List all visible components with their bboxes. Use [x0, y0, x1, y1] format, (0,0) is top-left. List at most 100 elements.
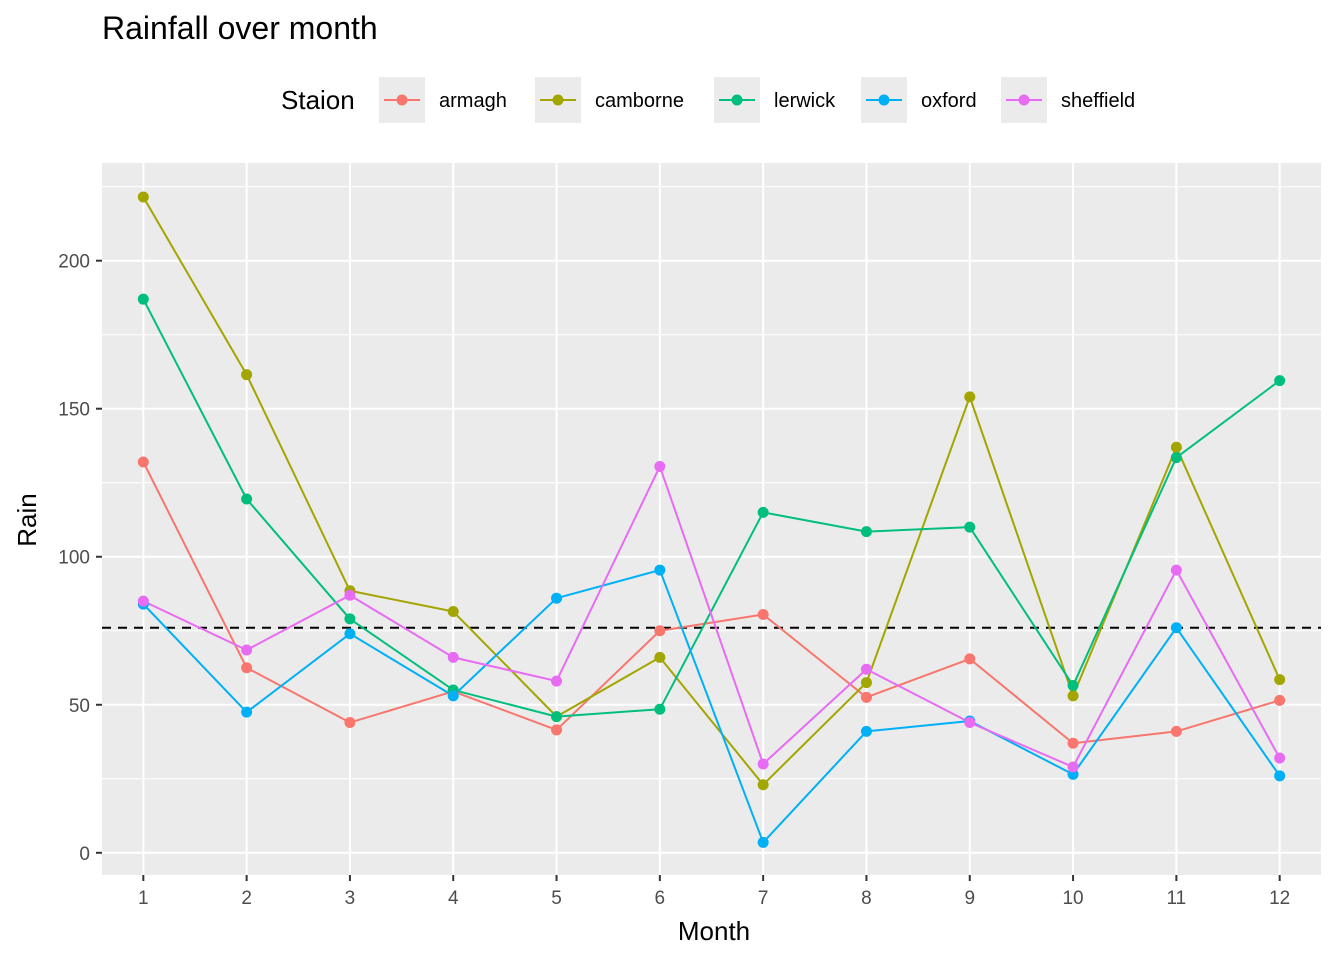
data-point-sheffield [241, 644, 253, 656]
series-line-sheffield [142, 465, 1281, 768]
data-point-sheffield [344, 589, 356, 601]
data-point-lerwick [1274, 375, 1286, 387]
data-point-camborne [964, 391, 976, 403]
y-tick-label: 200 [58, 252, 90, 273]
data-point-sheffield [1274, 752, 1286, 764]
y-tick-label: 50 [69, 696, 90, 717]
data-point-oxford [757, 836, 769, 848]
data-point-lerwick [551, 711, 563, 723]
data-point-camborne [757, 779, 769, 791]
data-point-sheffield [1170, 564, 1182, 576]
x-tick-label: 11 [1167, 888, 1187, 909]
x-tick-label: 6 [655, 888, 666, 909]
grid-minor [102, 186, 1321, 780]
legend-label-lerwick: lerwick [774, 90, 836, 112]
data-point-armagh [654, 625, 666, 637]
data-point-lerwick [757, 506, 769, 518]
x-tick-label: 9 [964, 888, 975, 909]
data-point-armagh [757, 608, 769, 620]
legend: Staion armagh camborne lerwick oxford sheffi… [281, 77, 1135, 123]
x-tick-label: 5 [551, 888, 562, 909]
x-tick-label: 3 [345, 888, 356, 909]
panel-background [102, 163, 1321, 875]
legend-label-oxford: oxford [921, 90, 977, 112]
legend-items: armagh camborne lerwick oxford sheffield [379, 77, 1135, 123]
plot-area [102, 163, 1321, 875]
data-point-lerwick [344, 613, 356, 625]
data-point-lerwick [1067, 680, 1079, 692]
data-point-sheffield [860, 663, 872, 675]
data-point-sheffield [654, 460, 666, 472]
data-point-lerwick [137, 293, 149, 305]
x-axis-title: Month [678, 916, 750, 946]
data-point-lerwick [241, 493, 253, 505]
data-point-lerwick [654, 703, 666, 715]
x-tick-label: 2 [241, 888, 252, 909]
data-point-armagh [964, 653, 976, 665]
y-tick-label: 150 [58, 400, 90, 421]
data-point-oxford [447, 690, 459, 702]
x-tick-label: 8 [861, 888, 872, 909]
series-points [137, 191, 1286, 848]
series-line-oxford [142, 569, 1281, 844]
legend-key-point-oxford [878, 94, 890, 106]
data-point-lerwick [860, 526, 872, 538]
x-tick-label: 12 [1269, 888, 1290, 909]
data-point-camborne [1274, 674, 1286, 686]
data-point-camborne [654, 651, 666, 663]
series-line-armagh [142, 461, 1280, 745]
y-axis: 0 50 100 150 200 [58, 252, 102, 865]
data-point-sheffield [1067, 761, 1079, 773]
data-point-oxford [654, 564, 666, 576]
data-point-sheffield [447, 651, 459, 663]
data-point-camborne [137, 191, 149, 203]
y-tick-label: 100 [58, 548, 90, 569]
legend-title: Staion [281, 85, 355, 115]
x-tick-label: 7 [758, 888, 769, 909]
chart-title: Rainfall over month [102, 10, 378, 46]
legend-label-camborne: camborne [595, 90, 684, 112]
data-point-lerwick [964, 521, 976, 533]
data-point-oxford [1274, 770, 1286, 782]
data-point-lerwick [1170, 452, 1182, 464]
x-tick-label: 10 [1062, 888, 1083, 909]
data-point-sheffield [551, 675, 563, 687]
data-point-armagh [860, 691, 872, 703]
data-point-oxford [860, 725, 872, 737]
legend-key-point-lerwick [731, 94, 743, 106]
data-point-armagh [241, 662, 253, 674]
data-point-armagh [1067, 737, 1079, 749]
data-point-camborne [1067, 690, 1079, 702]
x-tick-label: 1 [138, 888, 149, 909]
data-point-sheffield [137, 595, 149, 607]
data-point-sheffield [964, 717, 976, 729]
series-line-lerwick [142, 298, 1281, 718]
y-axis-title: Rain [12, 493, 42, 546]
data-point-armagh [137, 456, 149, 468]
data-point-camborne [241, 369, 253, 381]
series-line-camborne [142, 196, 1281, 786]
data-point-camborne [447, 606, 459, 618]
data-point-oxford [344, 628, 356, 640]
x-axis: 1 2 3 4 5 6 7 8 9 10 11 12 [138, 875, 1290, 909]
x-tick-label: 4 [448, 888, 459, 909]
y-tick-label: 0 [79, 844, 90, 865]
legend-key-point-camborne [552, 94, 564, 106]
data-point-armagh [344, 717, 356, 729]
data-point-oxford [1170, 622, 1182, 634]
data-point-armagh [551, 724, 563, 736]
legend-label-sheffield: sheffield [1061, 90, 1135, 112]
data-point-camborne [1170, 441, 1182, 453]
legend-label-armagh: armagh [439, 90, 507, 112]
data-point-oxford [551, 592, 563, 604]
data-point-armagh [1170, 725, 1182, 737]
data-point-armagh [1274, 694, 1286, 706]
series-lines [142, 196, 1281, 844]
data-point-sheffield [757, 758, 769, 770]
data-point-oxford [241, 706, 253, 718]
legend-key-point-armagh [396, 94, 408, 106]
data-point-camborne [860, 677, 872, 689]
legend-key-point-sheffield [1018, 94, 1030, 106]
